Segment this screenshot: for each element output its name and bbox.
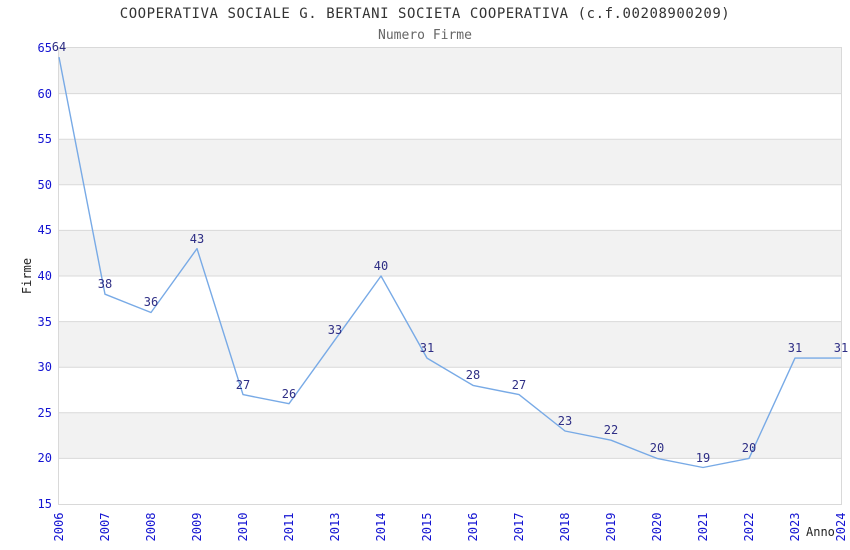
data-point-label: 40 bbox=[373, 259, 389, 273]
series-line bbox=[58, 56, 841, 469]
y-tick-label: 50 bbox=[37, 177, 52, 192]
data-point-label: 38 bbox=[97, 277, 113, 292]
y-tick-label: 30 bbox=[37, 360, 52, 375]
x-tick-label: 2009 bbox=[190, 512, 204, 542]
data-point-label: 31 bbox=[787, 341, 803, 356]
plot-area: 64 38 36 43 27 26 33 40 31 28 27 23 22 20 19 20 31 31 bbox=[52, 41, 848, 505]
data-point-label: 22 bbox=[603, 423, 619, 438]
data-point-label: 20 bbox=[741, 441, 757, 456]
data-point-label: 33 bbox=[327, 322, 343, 337]
x-tick-label: 2011 bbox=[282, 512, 296, 542]
x-tick-label: 2015 bbox=[420, 512, 434, 542]
x-tick-label: 2008 bbox=[144, 512, 158, 542]
plot-band bbox=[59, 412, 841, 459]
plot-band bbox=[59, 139, 841, 185]
y-tick-label: 35 bbox=[37, 314, 52, 329]
x-tick-label: 2016 bbox=[466, 512, 480, 542]
x-tick-label: 2014 bbox=[374, 512, 388, 542]
data-point-label: 31 bbox=[833, 341, 849, 356]
data-point-label: 20 bbox=[649, 441, 665, 456]
x-tick-label: 2020 bbox=[650, 512, 664, 542]
x-tick-label: 2013 bbox=[328, 512, 342, 542]
y-tick-label: 20 bbox=[37, 451, 52, 466]
chart-subtitle: Numero Firme bbox=[378, 28, 472, 43]
y-tick-label: 45 bbox=[37, 223, 52, 238]
y-tick-label: 25 bbox=[37, 405, 52, 420]
x-tick-label: 2022 bbox=[742, 512, 756, 542]
plot-band bbox=[59, 230, 841, 276]
x-tick-label: 2007 bbox=[98, 512, 112, 542]
data-point-label: 19 bbox=[695, 450, 711, 465]
y-tick-label: 15 bbox=[37, 497, 52, 511]
x-tick-label: 2021 bbox=[696, 512, 710, 542]
data-point-label: 23 bbox=[557, 414, 573, 429]
plot-band bbox=[59, 48, 841, 94]
data-point-label: 36 bbox=[143, 295, 159, 310]
data-point-label: 27 bbox=[511, 377, 527, 392]
x-tick-label: 2018 bbox=[558, 512, 572, 542]
y-tick-label: 40 bbox=[37, 269, 52, 283]
y-tick-label: 65 bbox=[37, 41, 52, 55]
x-tick-label: 2017 bbox=[512, 512, 526, 542]
data-point-label: 28 bbox=[465, 368, 481, 383]
plot-band bbox=[59, 321, 841, 368]
x-axis-title: Anno bbox=[806, 525, 835, 539]
line-series-canvas bbox=[58, 48, 841, 469]
x-tick-label: 2019 bbox=[604, 512, 618, 542]
data-point-label: 26 bbox=[281, 386, 297, 401]
chart-title: COOPERATIVA SOCIALE G. BERTANI SOCIETA C… bbox=[119, 6, 731, 22]
data-point-label: 64 bbox=[51, 40, 67, 55]
x-tick-label: 2006 bbox=[52, 512, 66, 542]
x-tick-label: 2024 bbox=[834, 512, 848, 542]
x-tick-label: 2010 bbox=[236, 512, 250, 542]
y-tick-label: 60 bbox=[37, 86, 52, 101]
data-point-label: 31 bbox=[419, 341, 435, 356]
x-tick-label: 2023 bbox=[788, 512, 802, 542]
y-tick-label: 55 bbox=[37, 132, 52, 147]
data-point-label: 43 bbox=[189, 231, 205, 246]
data-point-label: 27 bbox=[235, 377, 251, 392]
